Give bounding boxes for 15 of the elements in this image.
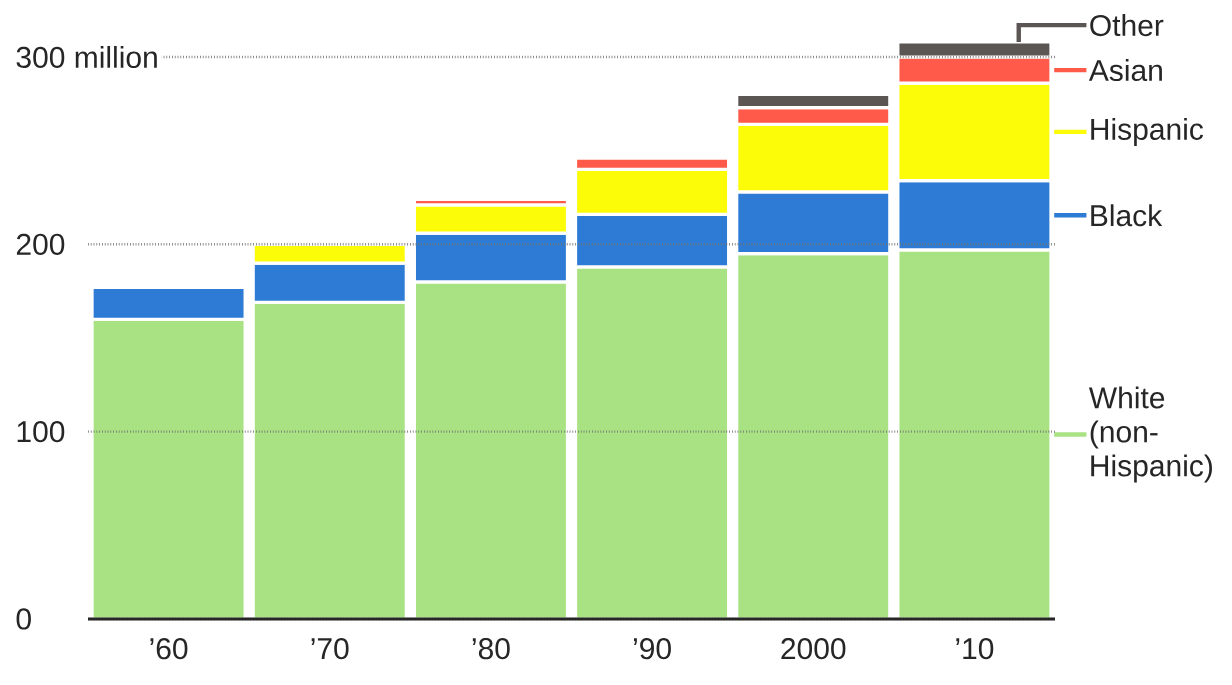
y-tick-label: 200 — [16, 233, 65, 255]
y-tick-label: 0 — [16, 608, 31, 630]
series-label: White (non-Hispanic) — [1088, 386, 1212, 483]
legend-label: Other — [1090, 14, 1164, 37]
x-tick-label: ’70 — [311, 638, 349, 660]
x-tick-label: ’60 — [150, 638, 188, 660]
x-tick-label: ’90 — [633, 638, 671, 660]
x-tick-label: ’80 — [472, 638, 510, 660]
legend-label: Hispanic — [1091, 117, 1204, 146]
legend-label: Black — [1091, 204, 1163, 227]
y-tick-label: 100 — [17, 421, 65, 443]
x-tick-label: 2000 — [781, 638, 846, 660]
y-tick-label: 300 million — [16, 45, 157, 68]
legend-label: Asian — [1088, 59, 1162, 82]
x-tick-label: ’10 — [956, 638, 994, 660]
